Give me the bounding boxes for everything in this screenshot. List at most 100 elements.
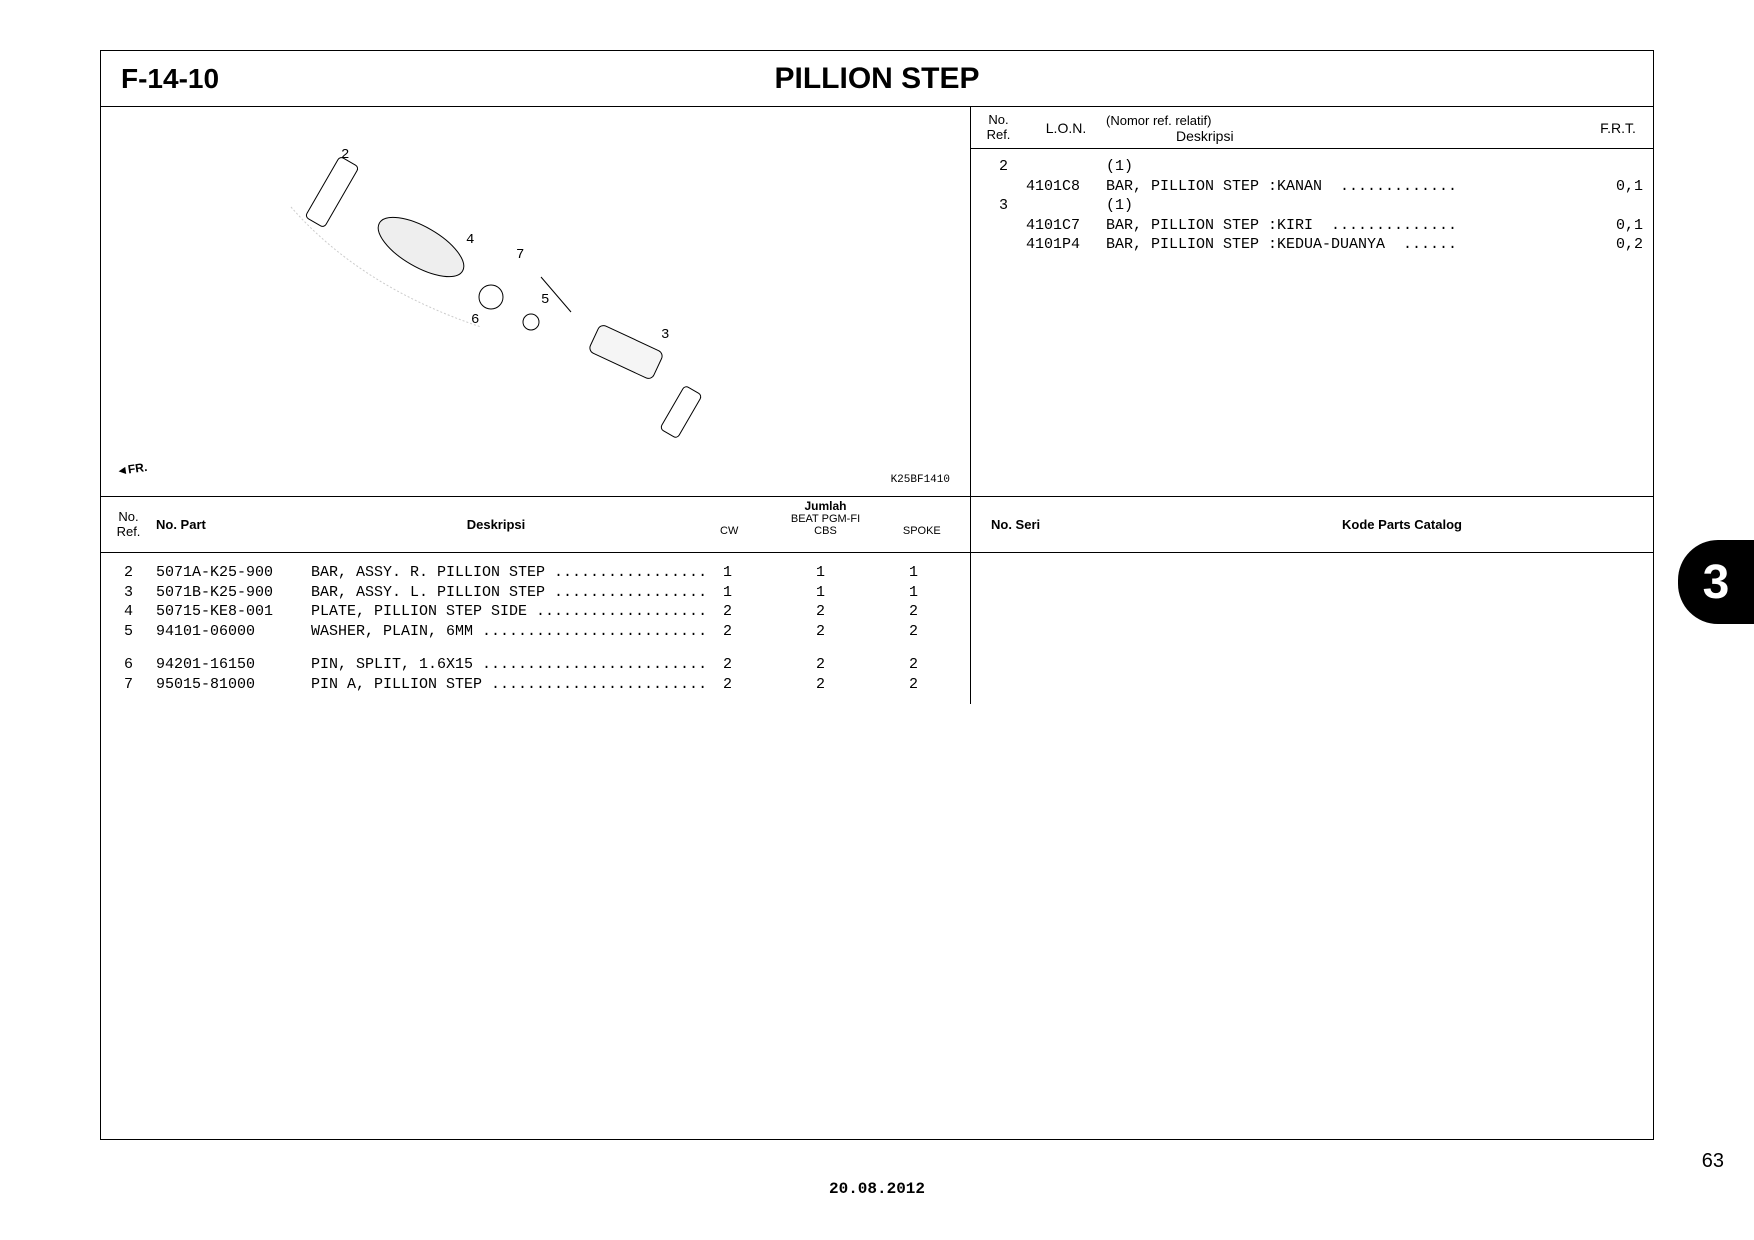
lower-panel: No.Ref. No. Part Deskripsi Jumlah BEAT P…: [101, 497, 1653, 704]
ref-desc: (1): [1106, 196, 1593, 216]
parts-header-no: No.Ref.: [101, 497, 156, 552]
ref-frt: 0,2: [1593, 235, 1643, 255]
fr-arrow-icon: ◄FR.: [115, 460, 148, 478]
qty-col-cw: CW: [681, 525, 777, 537]
ref-frt: 0,1: [1593, 216, 1643, 236]
ref-no: 3: [981, 196, 1026, 216]
reference-row: 4101C7BAR, PILLION STEP :KIRI ..........…: [981, 216, 1643, 236]
ref-header-desc: (Nomor ref. relatif) Deskripsi: [1106, 112, 1583, 144]
ref-header-frt: F.R.T.: [1583, 120, 1653, 136]
part-desc: PIN A, PILLION STEP ....................…: [311, 675, 681, 695]
parts-row: 35071B-K25-900BAR, ASSY. L. PILLION STEP…: [101, 583, 970, 603]
part-desc: WASHER, PLAIN, 6MM .....................…: [311, 622, 681, 642]
ref-no: [981, 235, 1026, 255]
part-number: 5071B-K25-900: [156, 583, 311, 603]
section-tab: 3: [1678, 540, 1754, 624]
qty-col-cbs: CBS: [777, 525, 873, 537]
callout-7: 7: [516, 247, 524, 263]
part-ref-no: 2: [101, 563, 156, 583]
part-desc: PLATE, PILLION STEP SIDE ...............…: [311, 602, 681, 622]
parts-header-desc: Deskripsi: [311, 497, 681, 552]
part-qty: 222: [681, 675, 960, 695]
ref-desc: BAR, PILLION STEP :KIRI ..............: [1106, 216, 1593, 236]
qty-mid: BEAT PGM-FI: [681, 513, 970, 525]
part-ref-no: 3: [101, 583, 156, 603]
parts-row: 25071A-K25-900BAR, ASSY. R. PILLION STEP…: [101, 563, 970, 583]
reference-row: 3 (1): [981, 196, 1643, 216]
parts-header-qty: Jumlah BEAT PGM-FI CW CBS SPOKE: [681, 497, 970, 552]
ref-no: [981, 177, 1026, 197]
callout-2: 2: [341, 147, 349, 163]
part-number: 94101-06000: [156, 622, 311, 642]
part-desc: PIN, SPLIT, 1.6X15 .....................…: [311, 655, 681, 675]
part-desc: BAR, ASSY. L. PILLION STEP .............…: [311, 583, 681, 603]
diagram-area: 2 3 4 5 6 7 ◄FR. K25BF1410: [101, 107, 971, 496]
qty-sub: CW CBS SPOKE: [681, 525, 970, 537]
ref-header-deskripsi: Deskripsi: [1176, 128, 1234, 144]
part-number: 50715-KE8-001: [156, 602, 311, 622]
parts-body: 25071A-K25-900BAR, ASSY. R. PILLION STEP…: [101, 553, 970, 704]
part-qty: 222: [681, 655, 960, 675]
qty-top: Jumlah: [681, 497, 970, 513]
ref-header-lon: L.O.N.: [1026, 120, 1106, 136]
catalog-header: No. Seri Kode Parts Catalog: [971, 497, 1653, 553]
part-ref-no: 7: [101, 675, 156, 695]
parts-header-part: No. Part: [156, 497, 311, 552]
catalog-area: No. Seri Kode Parts Catalog: [971, 497, 1653, 704]
part-qty: 111: [681, 563, 960, 583]
parts-area: No.Ref. No. Part Deskripsi Jumlah BEAT P…: [101, 497, 971, 704]
ref-frt: 0,1: [1593, 177, 1643, 197]
part-ref-no: 5: [101, 622, 156, 642]
reference-row: 2(1): [981, 157, 1643, 177]
part-qty: 111: [681, 583, 960, 603]
parts-row: 694201-16150PIN, SPLIT, 1.6X15 .........…: [101, 655, 970, 675]
ref-frt: [1593, 196, 1643, 216]
reference-header: No.Ref. L.O.N. (Nomor ref. relatif) Desk…: [971, 107, 1653, 149]
section-title: PILLION STEP: [601, 62, 1653, 96]
upper-panel: 2 3 4 5 6 7 ◄FR. K25BF1410 No.Ref. L.O.N…: [101, 107, 1653, 497]
part-qty: 222: [681, 622, 960, 642]
reference-row: 4101P4BAR, PILLION STEP :KEDUA-DUANYA ..…: [981, 235, 1643, 255]
footer-date: 20.08.2012: [0, 1180, 1754, 1198]
part-desc: BAR, ASSY. R. PILLION STEP .............…: [311, 563, 681, 583]
part-number: 95015-81000: [156, 675, 311, 695]
exploded-diagram: 2 3 4 5 6 7: [241, 147, 821, 447]
ref-lon: 4101P4: [1026, 235, 1106, 255]
callout-5: 5: [541, 292, 549, 308]
reference-row: 4101C8BAR, PILLION STEP :KANAN .........…: [981, 177, 1643, 197]
ref-header-nomor: (Nomor ref. relatif): [1106, 113, 1211, 128]
ref-lon: [1026, 157, 1106, 177]
page-frame: F-14-10 PILLION STEP 2: [100, 50, 1654, 1140]
callout-6: 6: [471, 312, 479, 328]
ref-frt: [1593, 157, 1643, 177]
callout-3: 3: [661, 327, 669, 343]
section-code: F-14-10: [101, 63, 601, 95]
part-number: 5071A-K25-900: [156, 563, 311, 583]
reference-area: No.Ref. L.O.N. (Nomor ref. relatif) Desk…: [971, 107, 1653, 496]
ref-lon: [1026, 196, 1106, 216]
page-number: 63: [1702, 1150, 1724, 1173]
diagram-code: K25BF1410: [891, 474, 950, 486]
qty-col-spoke: SPOKE: [874, 525, 970, 537]
part-number: 94201-16150: [156, 655, 311, 675]
ref-no: 2: [981, 157, 1026, 177]
part-ref-no: 4: [101, 602, 156, 622]
ref-header-no: No.Ref.: [971, 113, 1026, 142]
part-ref-no: 6: [101, 655, 156, 675]
reference-body: 2(1)4101C8BAR, PILLION STEP :KANAN .....…: [971, 149, 1653, 263]
parts-header: No.Ref. No. Part Deskripsi Jumlah BEAT P…: [101, 497, 970, 553]
parts-row: 450715-KE8-001PLATE, PILLION STEP SIDE .…: [101, 602, 970, 622]
parts-row: 594101-06000WASHER, PLAIN, 6MM .........…: [101, 622, 970, 642]
ref-desc: BAR, PILLION STEP :KEDUA-DUANYA ......: [1106, 235, 1593, 255]
ref-desc: BAR, PILLION STEP :KANAN .............: [1106, 177, 1593, 197]
catalog-header-seri: No. Seri: [971, 517, 1151, 532]
fr-label: FR.: [127, 460, 148, 477]
header-row: F-14-10 PILLION STEP: [101, 51, 1653, 107]
catalog-header-kode: Kode Parts Catalog: [1151, 517, 1653, 532]
ref-no: [981, 216, 1026, 236]
ref-lon: 4101C8: [1026, 177, 1106, 197]
callout-4: 4: [466, 232, 474, 248]
part-qty: 222: [681, 602, 960, 622]
parts-row: 795015-81000PIN A, PILLION STEP ........…: [101, 675, 970, 695]
ref-lon: 4101C7: [1026, 216, 1106, 236]
